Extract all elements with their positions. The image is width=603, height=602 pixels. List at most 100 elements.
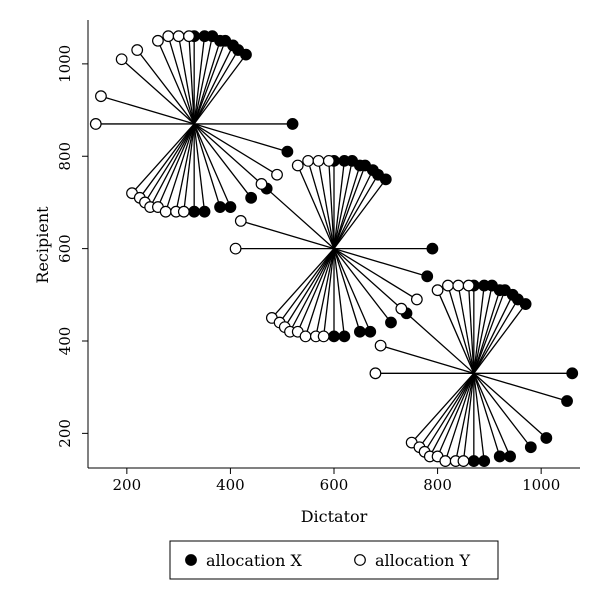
x-tick-label: 600: [320, 476, 349, 494]
ticks: 200 400 600 800 1000 200 400 600 800 1000: [56, 45, 560, 494]
point-allocation-y: [452, 279, 465, 292]
ray-line: [193, 123, 288, 153]
ray-line: [193, 54, 247, 125]
point-allocation-x: [281, 145, 294, 158]
y-tick-label: 1000: [56, 45, 74, 83]
point-allocation-x: [240, 48, 252, 61]
ray-line: [149, 123, 195, 208]
ray-line: [473, 373, 511, 457]
ray-line: [193, 36, 206, 124]
ray-line: [183, 123, 195, 212]
point-allocation-y: [229, 242, 242, 255]
point-allocation-x: [224, 201, 237, 213]
ray-line: [333, 169, 374, 249]
point-allocation-y: [322, 154, 335, 167]
ray-line: [136, 49, 195, 125]
point-allocation-y: [291, 159, 304, 172]
ray-line: [271, 248, 335, 319]
point-allocation-x: [561, 395, 573, 407]
point-allocation-y: [410, 293, 423, 306]
ray-line: [424, 372, 475, 453]
point-allocation-y: [152, 34, 164, 47]
ray-line: [289, 248, 335, 333]
legend-label-allocation-x: allocation X: [206, 551, 302, 570]
ray-line: [333, 165, 361, 249]
ray-line: [240, 220, 335, 250]
x-tick-label: 200: [113, 476, 142, 494]
point-allocation-y: [183, 30, 195, 43]
legend-label-allocation-y: allocation Y: [375, 551, 470, 570]
ray-line: [473, 303, 527, 374]
legend-marker-allocation-y: [354, 554, 366, 566]
ray-line: [304, 248, 335, 337]
y-tick-label: 200: [56, 419, 74, 448]
ray-line: [131, 123, 195, 194]
ray-line: [436, 289, 475, 374]
point-allocation-x: [286, 118, 299, 130]
point-allocation-x: [524, 441, 537, 454]
point-allocation-y: [431, 284, 444, 297]
point-allocation-y: [312, 154, 325, 167]
ray-line: [121, 58, 195, 125]
point-allocation-y: [457, 455, 470, 467]
ray-line: [328, 160, 335, 249]
y-axis-title: Recipient: [33, 206, 52, 284]
ray-line: [333, 248, 361, 332]
ray-line: [193, 123, 278, 176]
point-allocation-y: [177, 205, 190, 218]
y-tick-label: 400: [56, 327, 74, 356]
point-allocation-y: [439, 455, 452, 467]
ray-line: [297, 165, 335, 249]
point-allocation-x: [188, 205, 201, 218]
point-allocation-x: [198, 205, 211, 218]
ray-line: [193, 40, 221, 125]
y-tick-label: 800: [56, 142, 74, 171]
ray-line: [322, 248, 335, 337]
point-allocation-y: [131, 44, 144, 56]
x-tick-label: 400: [216, 476, 245, 494]
point-allocation-x: [519, 298, 532, 310]
ray-line: [279, 248, 335, 323]
ray-line: [333, 248, 392, 323]
point-allocation-y: [159, 205, 172, 218]
ray-line: [144, 123, 195, 203]
ray-line: [473, 299, 519, 374]
ray-line: [266, 188, 335, 250]
x-tick-label: 800: [423, 476, 452, 494]
ray-line: [333, 248, 346, 337]
ray-line: [473, 294, 514, 374]
ray-line: [333, 248, 418, 300]
ray-line: [167, 35, 195, 125]
point-allocation-x: [214, 201, 226, 213]
ray-line: [473, 285, 493, 374]
ray-line: [473, 373, 485, 462]
ray-line: [333, 165, 366, 249]
ray-line: [462, 373, 475, 462]
point-allocation-x: [353, 325, 366, 338]
ray-line: [165, 123, 195, 212]
point-allocation-y: [395, 302, 408, 315]
ray-line: [193, 123, 252, 199]
ray-line: [444, 373, 475, 462]
ray-line: [436, 373, 475, 457]
ray-line: [473, 285, 485, 374]
ray-line: [188, 36, 195, 124]
ray-line: [333, 247, 428, 277]
ray-line: [473, 372, 547, 439]
point-allocation-x: [379, 173, 392, 186]
ray-line: [193, 36, 213, 125]
point-allocation-x: [504, 450, 516, 463]
point-allocation-y: [299, 330, 312, 343]
point-allocation-x: [566, 367, 579, 380]
ray-line: [193, 123, 262, 185]
point-allocation-y: [462, 279, 475, 292]
point-allocation-y: [317, 330, 330, 343]
rays: [95, 35, 573, 462]
point-allocation-x: [245, 191, 258, 204]
point-allocation-y: [271, 168, 283, 181]
ray-line: [193, 123, 206, 212]
x-axis-title: Dictator: [301, 507, 368, 526]
legend-marker-allocation-x: [185, 554, 197, 566]
point-allocation-x: [426, 242, 439, 255]
